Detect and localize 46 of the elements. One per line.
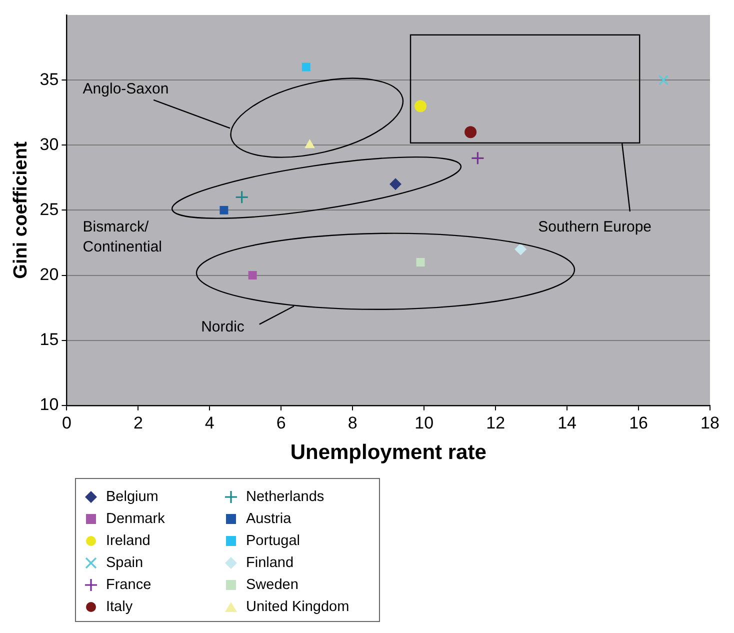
- annotation: Anglo-Saxon: [82, 80, 169, 98]
- y-tick-label: 35: [40, 70, 59, 89]
- legend-label: Sweden: [246, 577, 298, 593]
- point: [304, 139, 315, 148]
- annotation: Bismarck/ Continential: [82, 218, 162, 256]
- legend-label: Denmark: [106, 511, 165, 527]
- point: [514, 243, 527, 256]
- x-tick-label: 8: [348, 413, 358, 432]
- legend-label: Italy: [106, 599, 133, 615]
- point: [302, 62, 310, 72]
- x-tick-label: 16: [629, 413, 648, 432]
- x-tick-label: 18: [700, 413, 720, 432]
- legend-label: Finland: [246, 555, 294, 571]
- legend-label: Belgium: [106, 489, 158, 505]
- point: [464, 126, 477, 138]
- point: [248, 271, 257, 280]
- x-tick-label: 14: [558, 413, 577, 432]
- point: [416, 258, 425, 266]
- legend-label: Netherlands: [246, 489, 324, 505]
- y-tick-label: 10: [40, 395, 59, 414]
- legend-label: France: [106, 577, 152, 593]
- x-tick-label: 12: [486, 413, 506, 432]
- legend-label: Spain: [106, 555, 144, 571]
- point: [390, 178, 402, 190]
- legend-label: Portugal: [246, 533, 300, 549]
- annotation: Nordic: [201, 318, 245, 336]
- x-tick-label: 10: [414, 413, 434, 432]
- x-tick-label: 4: [204, 413, 214, 432]
- x-tick-label: 0: [62, 413, 72, 432]
- y-axis-title: Gini coefficient: [10, 140, 32, 279]
- x-tick-label: 6: [276, 413, 286, 432]
- point: [470, 151, 484, 165]
- legend-label: United Kingdom: [246, 599, 350, 615]
- y-tick-label: 25: [40, 200, 59, 219]
- point: [414, 100, 427, 112]
- y-tick-label: 15: [40, 330, 59, 350]
- point: [235, 190, 249, 204]
- y-tick-label: 20: [40, 264, 59, 284]
- legend-label: Ireland: [106, 533, 150, 549]
- y-tick-label: 30: [40, 134, 59, 154]
- legend-label: Austria: [246, 511, 292, 527]
- x-axis-title: Unemployment rate: [290, 441, 486, 464]
- x-tick-label: 2: [133, 413, 143, 432]
- annotation: Southern Europe: [538, 218, 652, 236]
- point: [658, 75, 669, 86]
- point: [220, 206, 228, 214]
